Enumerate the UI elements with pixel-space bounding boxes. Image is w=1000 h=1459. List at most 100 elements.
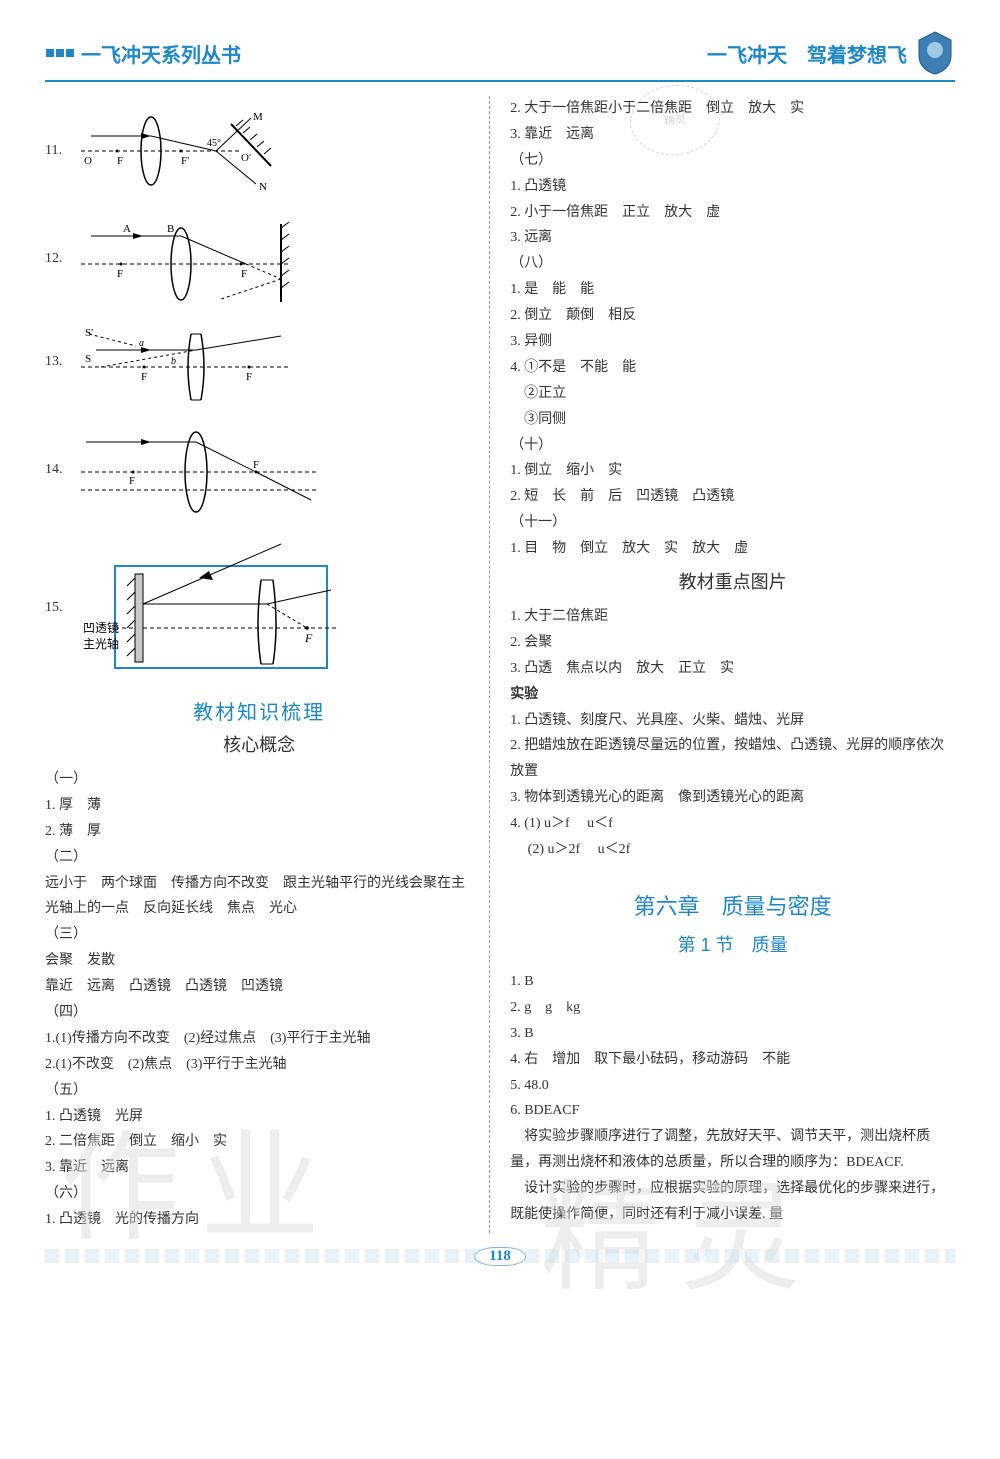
group-head: （六）: [45, 1181, 473, 1207]
figure-14: 14. F F: [45, 420, 473, 520]
squares-icon: [45, 48, 75, 58]
label-F1-13: F: [141, 371, 147, 383]
right-top-block: 2. 大于一倍焦距小于二倍焦距 倒立 放大 实3. 靠近 远离（七）1. 凸透镜…: [510, 96, 955, 562]
footer: 118: [45, 1249, 955, 1263]
label-a: a: [139, 338, 144, 349]
text-line: 1. 凸透镜、刻度尺、光具座、火柴、蜡烛、光屏: [510, 708, 955, 734]
text-line: 3. 物体到透镜光心的距离 像到透镜光心的距离: [510, 785, 955, 811]
experiment-head: 实验: [510, 682, 955, 708]
text-line: (2) u＞2f u＜2f: [510, 837, 955, 863]
label-A: A: [123, 223, 131, 235]
fig12-num: 12.: [45, 251, 71, 267]
text-line: 2. 把蜡烛放在距透镜尽量远的位置，按蜡烛、凸透镜、光屏的顺序依次放置: [510, 733, 955, 785]
label-F2-14: F: [253, 459, 259, 471]
text-line: 2.(1)不改变 (2)焦点 (3)平行于主光轴: [45, 1052, 473, 1078]
label-O: O: [84, 155, 92, 167]
label-F2-13: F: [246, 371, 252, 383]
label-axis: 主光轴: [83, 636, 119, 651]
text-line: 1. 凸透镜 光的传播方向: [45, 1207, 473, 1233]
text-line: 6. BDEACF: [510, 1098, 955, 1124]
label-Op: O': [241, 152, 251, 164]
group-head: （一）: [45, 767, 473, 793]
text-line: 2. 大于一倍焦距小于二倍焦距 倒立 放大 实: [510, 96, 955, 122]
label-Sp: S': [85, 327, 93, 339]
fig14-num: 14.: [45, 462, 71, 478]
section-title: 第 1 节 质量: [510, 931, 955, 957]
header-left: 一飞冲天系列丛书: [45, 39, 241, 68]
figure-13: 13. S S' a: [45, 322, 473, 402]
text-line: 1. 凸透镜 光屏: [45, 1104, 473, 1130]
text-line: （十）: [510, 433, 955, 459]
text-line: 2. 短 长 前 后 凹透镜 凸透镜: [510, 484, 955, 510]
text-line: ③同侧: [510, 407, 955, 433]
text-line: 3. 靠近 远离: [45, 1155, 473, 1181]
text-line: 将实验步骤顺序进行了调整，先放好天平、调节天平，测出烧杯质量，再测出烧杯和液体的…: [510, 1124, 955, 1176]
text-line: （八）: [510, 251, 955, 277]
label-F1-12: F: [117, 268, 123, 280]
label-ang: 45°: [207, 138, 221, 149]
header-right: 一飞冲天 驾着梦想飞: [707, 30, 955, 76]
text-line: 3. 靠近 远离: [510, 122, 955, 148]
text-line: 1.(1)传播方向不改变 (2)经过焦点 (3)平行于主光轴: [45, 1026, 473, 1052]
label-F1: F: [117, 155, 123, 167]
text-line: 2. 薄 厚: [45, 819, 473, 845]
group-head: （三）: [45, 922, 473, 948]
badge-icon: [915, 30, 955, 76]
text-line: 5. 48.0: [510, 1073, 955, 1099]
figure-11: 11.: [45, 106, 473, 196]
text-line: 远小于 两个球面 传播方向不改变 跟主光轴平行的光线会聚在主光轴上的一点 反向延…: [45, 871, 473, 923]
label-F1-14: F: [129, 475, 135, 487]
label-F-15: F: [304, 631, 313, 645]
text-line: 2. 会聚: [510, 630, 955, 656]
text-line: 1. B: [510, 969, 955, 995]
page-number: 118: [474, 1247, 526, 1266]
right-mid-title: 教材重点图片: [510, 568, 955, 594]
left-section-title: 教材知识梳理: [45, 696, 473, 725]
page-header: 一飞冲天系列丛书 一飞冲天 驾着梦想飞: [45, 30, 955, 82]
group-head: （二）: [45, 845, 473, 871]
label-mirror: 凹透镜: [83, 620, 119, 635]
text-line: 2. 倒立 颠倒 相反: [510, 303, 955, 329]
figure-12: 12.: [45, 214, 473, 304]
experiment-block: 1. 凸透镜、刻度尺、光具座、火柴、蜡烛、光屏2. 把蜡烛放在距透镜尽量远的位置…: [510, 708, 955, 863]
text-line: 2. 小于一倍焦距 正立 放大 虚: [510, 200, 955, 226]
text-line: 1. 凸透镜: [510, 174, 955, 200]
left-column: 11.: [45, 96, 490, 1233]
label-B: B: [167, 223, 174, 235]
text-line: 3. 异侧: [510, 329, 955, 355]
text-line: 2. 二倍焦距 倒立 缩小 实: [45, 1129, 473, 1155]
text-line: （十一）: [510, 510, 955, 536]
label-F2: F': [181, 155, 189, 167]
series-title: 一飞冲天系列丛书: [81, 39, 241, 68]
right-mid-block: 1. 大于二倍焦距2. 会聚3. 凸透 焦点以内 放大 正立 实: [510, 604, 955, 682]
chapter-title: 第六章 质量与密度: [510, 889, 955, 921]
figure-15: 15.: [45, 538, 473, 678]
right-bottom-block: 1. B2. g g kg3. B4. 右 增加 取下最小砝码，移动游码 不能5…: [510, 969, 955, 1228]
text-line: 会聚 发散: [45, 948, 473, 974]
label-M: M: [253, 111, 263, 123]
fig13-num: 13.: [45, 354, 71, 370]
text-line: 靠近 远离 凸透镜 凸透镜 凹透镜: [45, 974, 473, 1000]
text-line: 4. 右 增加 取下最小砝码，移动游码 不能: [510, 1047, 955, 1073]
fig11-num: 11.: [45, 143, 71, 159]
label-N: N: [259, 181, 267, 193]
text-line: 4. (1) u＞f u＜f: [510, 811, 955, 837]
text-line: 3. 凸透 焦点以内 放大 正立 实: [510, 656, 955, 682]
label-F2-12: F: [241, 268, 247, 280]
text-line: 1. 倒立 缩小 实: [510, 458, 955, 484]
label-S: S: [85, 353, 91, 365]
group-head: （四）: [45, 1000, 473, 1026]
fig15-num: 15.: [45, 600, 71, 616]
group-head: （五）: [45, 1078, 473, 1104]
text-line: 3. B: [510, 1021, 955, 1047]
left-text-block: （一）1. 厚 薄2. 薄 厚（二）远小于 两个球面 传播方向不改变 跟主光轴平…: [45, 767, 473, 1233]
text-line: 2. g g kg: [510, 995, 955, 1021]
text-line: 1. 目 物 倒立 放大 实 放大 虚: [510, 536, 955, 562]
text-line: 设计实验的步骤时，应根据实验的原理，选择最优化的步骤来进行，既能使操作简便，同时…: [510, 1176, 955, 1228]
text-line: 1. 厚 薄: [45, 793, 473, 819]
slogan: 一飞冲天 驾着梦想飞: [707, 39, 907, 68]
text-line: 3. 远离: [510, 225, 955, 251]
text-line: 4. ①不是 不能 能: [510, 355, 955, 381]
text-line: ②正立: [510, 381, 955, 407]
label-b: b: [171, 356, 176, 367]
